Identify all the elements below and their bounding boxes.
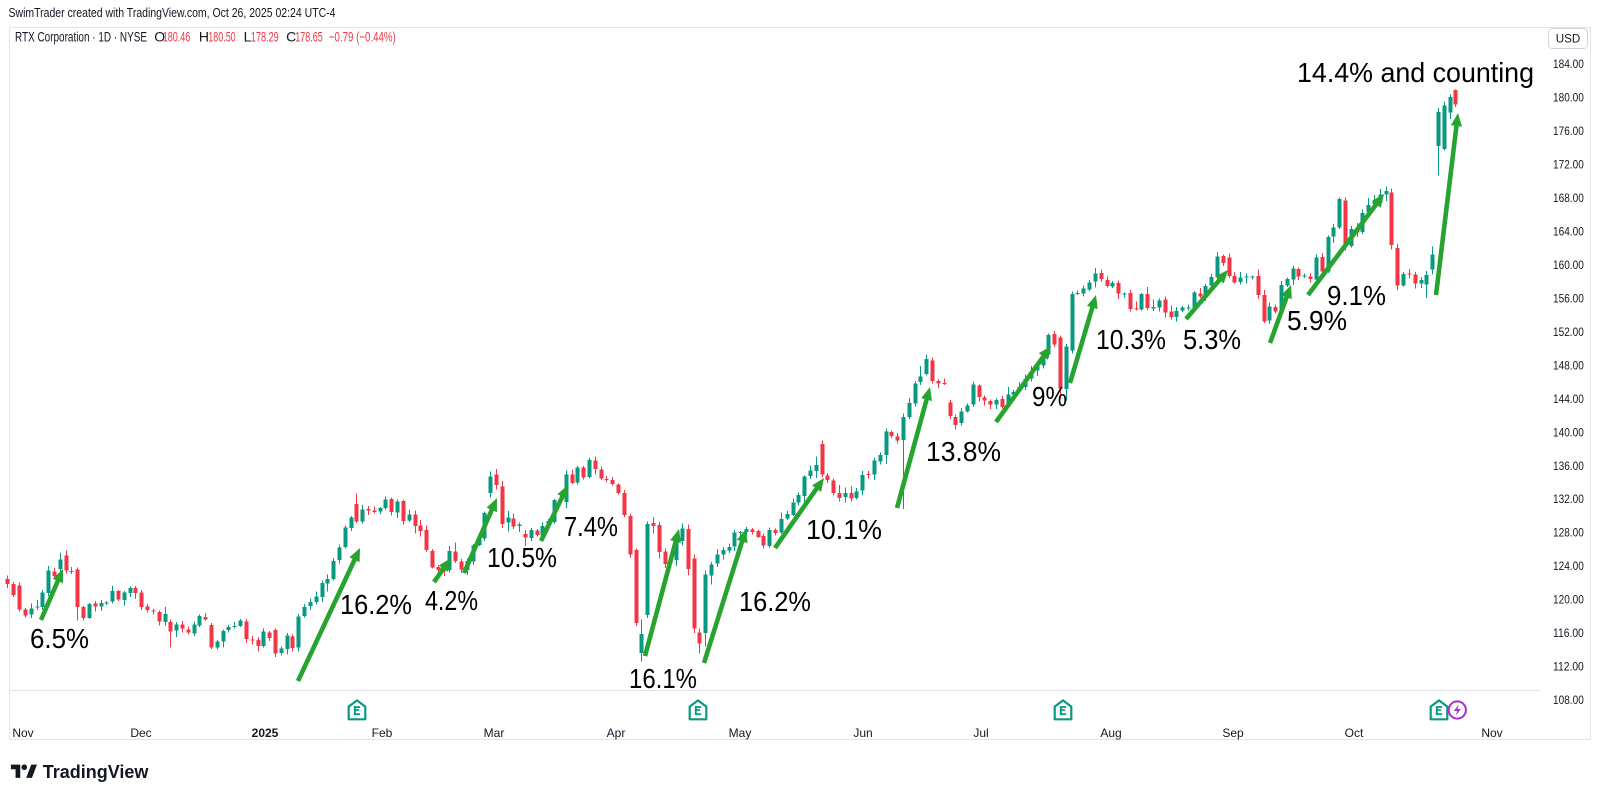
svg-text:L: L: [244, 29, 252, 45]
svg-text:7.4%: 7.4%: [564, 511, 618, 542]
svg-text:Aug: Aug: [1100, 726, 1121, 740]
svg-text:148.00: 148.00: [1553, 359, 1584, 372]
svg-text:16.2%: 16.2%: [340, 589, 412, 620]
svg-text:132.00: 132.00: [1553, 493, 1584, 506]
svg-text:16.2%: 16.2%: [739, 586, 811, 617]
svg-text:178.65: 178.65: [295, 29, 323, 45]
svg-text:9.1%: 9.1%: [1327, 280, 1386, 311]
svg-text:2025: 2025: [252, 726, 279, 740]
svg-text:168.00: 168.00: [1553, 192, 1584, 205]
svg-text:Nov: Nov: [1481, 726, 1502, 740]
svg-text:Jul: Jul: [973, 726, 988, 740]
svg-text:128.00: 128.00: [1553, 527, 1584, 540]
svg-text:180.50: 180.50: [208, 29, 236, 45]
svg-text:176.00: 176.00: [1553, 125, 1584, 138]
svg-text:116.00: 116.00: [1553, 627, 1584, 640]
svg-text:140.00: 140.00: [1553, 426, 1584, 439]
svg-text:O: O: [154, 29, 165, 45]
svg-text:H: H: [199, 29, 209, 45]
svg-text:10.3%: 10.3%: [1096, 324, 1166, 355]
svg-text:108.00: 108.00: [1553, 694, 1584, 707]
svg-text:Mar: Mar: [484, 726, 505, 740]
svg-text:Apr: Apr: [607, 726, 626, 740]
svg-text:180.46: 180.46: [163, 29, 191, 45]
svg-text:152.00: 152.00: [1553, 326, 1584, 339]
svg-text:156.00: 156.00: [1553, 292, 1584, 305]
svg-text:5.3%: 5.3%: [1183, 324, 1241, 355]
svg-text:Sep: Sep: [1222, 726, 1244, 740]
svg-text:144.00: 144.00: [1553, 393, 1584, 406]
svg-text:Oct: Oct: [1345, 726, 1364, 740]
svg-text:9%: 9%: [1032, 381, 1067, 412]
svg-text:13.8%: 13.8%: [926, 436, 1001, 467]
svg-text:16.1%: 16.1%: [629, 663, 697, 694]
svg-text:SwimTrader created with Tradin: SwimTrader created with TradingView.com,…: [9, 6, 336, 20]
svg-text:124.00: 124.00: [1553, 560, 1584, 573]
svg-text:6.5%: 6.5%: [30, 623, 89, 654]
svg-text:Jun: Jun: [853, 726, 872, 740]
svg-text:120.00: 120.00: [1553, 594, 1584, 607]
svg-text:Nov: Nov: [12, 726, 33, 740]
svg-text:May: May: [729, 726, 752, 740]
svg-text:4.2%: 4.2%: [425, 585, 478, 616]
svg-text:160.00: 160.00: [1553, 259, 1584, 272]
svg-text:RTX Corporation · 1D · NYSE: RTX Corporation · 1D · NYSE: [15, 29, 147, 45]
svg-text:USD: USD: [1556, 33, 1580, 46]
svg-text:5.9%: 5.9%: [1287, 305, 1347, 336]
svg-text:178.29: 178.29: [251, 29, 279, 45]
svg-text:C: C: [286, 29, 296, 45]
svg-text:112.00: 112.00: [1553, 661, 1584, 674]
svg-text:164.00: 164.00: [1553, 225, 1584, 238]
svg-text:−0.79 (−0.44%): −0.79 (−0.44%): [329, 29, 396, 45]
svg-text:10.1%: 10.1%: [806, 514, 882, 545]
svg-text:172.00: 172.00: [1553, 158, 1584, 171]
svg-text:180.00: 180.00: [1553, 91, 1584, 104]
svg-text:14.4% and counting: 14.4% and counting: [1297, 57, 1534, 88]
svg-text:184.00: 184.00: [1553, 58, 1584, 71]
svg-text:Dec: Dec: [130, 726, 151, 740]
svg-text:TradingView: TradingView: [43, 762, 150, 782]
svg-text:136.00: 136.00: [1553, 460, 1584, 473]
svg-text:Feb: Feb: [372, 726, 393, 740]
svg-text:10.5%: 10.5%: [487, 542, 557, 573]
